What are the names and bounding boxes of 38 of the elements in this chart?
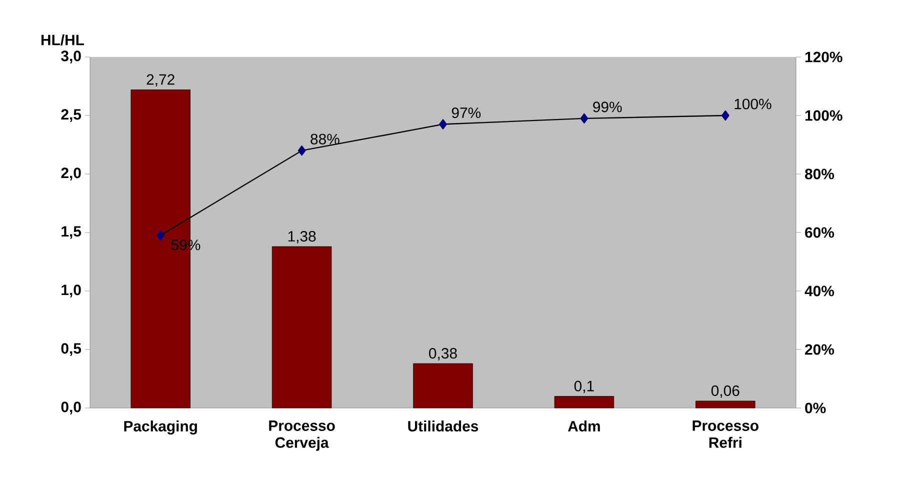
y2-tick-label: 80% [804, 168, 834, 180]
y-tick-label: 2,0 [61, 168, 81, 180]
y-tick-label: 1,5 [62, 226, 82, 239]
point [156, 230, 165, 241]
data-label: 100% [734, 98, 772, 110]
bar [554, 396, 614, 408]
y-tick-label: 3,0 [61, 50, 81, 64]
data-label: 0,06 [711, 385, 740, 398]
y-tick-label: 2,5 [61, 109, 82, 122]
point [439, 119, 447, 130]
data-label: 0,1 [574, 380, 594, 394]
data-label: 2,72 [146, 74, 174, 87]
data-label: 99% [593, 102, 622, 112]
x-tick-label: Utilidades [408, 420, 478, 432]
y-axis-title: HL/HL [41, 34, 84, 46]
point [721, 110, 730, 121]
y-tick-label: 1,0 [62, 284, 81, 298]
bar [413, 363, 473, 408]
point [580, 113, 588, 124]
y2-tick-label: 40% [804, 286, 834, 296]
bar [272, 246, 332, 408]
x-tick-label: Adm [568, 420, 600, 432]
data-label: 0,38 [429, 348, 457, 360]
data-label: 97% [452, 107, 481, 118]
x-tick-label: Packaging [124, 420, 197, 435]
data-label: 88% [310, 134, 340, 144]
data-label: 1,38 [288, 230, 316, 244]
y2-tick-label: 60% [805, 227, 834, 238]
point [298, 146, 306, 156]
x-tick-label: Processo Cerveja [269, 420, 335, 451]
y-tick-label: 0,0 [61, 402, 81, 414]
y2-tick-label: 20% [805, 344, 834, 355]
y2-tick-label: 100% [805, 110, 842, 121]
x-tick-label: Processo Refri [692, 420, 758, 448]
y2-tick-label: 0% [805, 402, 826, 414]
bar [696, 400, 756, 408]
y2-tick-label: 120% [805, 52, 842, 62]
y-tick-label: 0,5 [61, 343, 82, 356]
